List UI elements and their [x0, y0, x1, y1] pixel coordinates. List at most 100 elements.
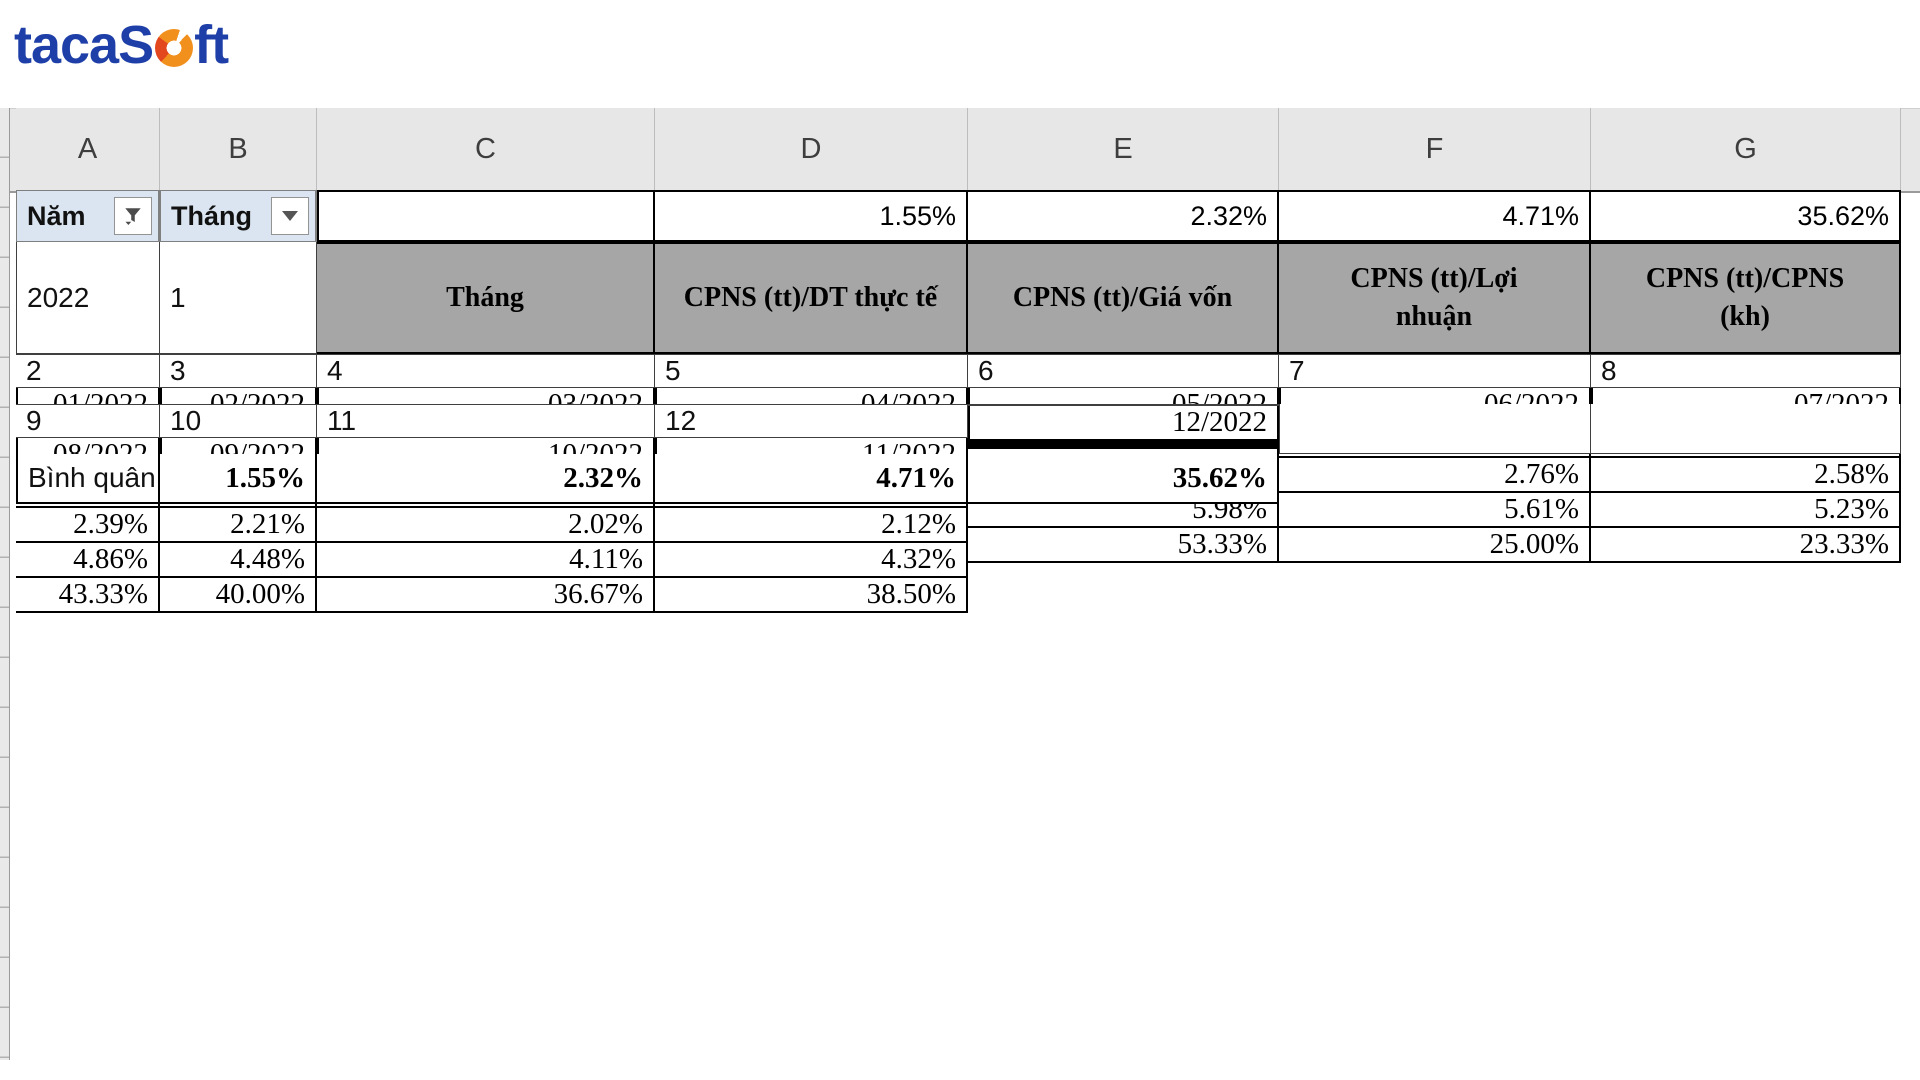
cell-year-empty[interactable] — [317, 404, 655, 405]
table-row: 3 02/2022 1.48% 2.21% 4.48% 40.00% — [160, 354, 317, 563]
cell-cpns-giavon[interactable] — [968, 443, 1279, 445]
cell-year-empty[interactable] — [655, 354, 968, 355]
header-month[interactable]: Tháng — [317, 242, 655, 354]
table-row: 9 08/2022 1.60% 2.39% 4.86% 43.33% — [16, 404, 160, 613]
cell-year-empty[interactable] — [317, 354, 655, 355]
column-header-a[interactable]: A — [16, 108, 160, 190]
funnel-filter-icon — [125, 208, 141, 226]
cell-year-empty[interactable] — [160, 354, 317, 355]
cell-cpns-giavon[interactable]: 2.58% — [1591, 458, 1901, 493]
header-cpns-kh[interactable]: CPNS (tt)/CPNS (kh) — [1591, 242, 1901, 354]
cell-month-number[interactable]: 6 — [968, 355, 1279, 388]
cell-cpns-giavon[interactable]: 2.39% — [16, 508, 160, 543]
year-filter-label: Năm — [27, 200, 86, 231]
cell-month-number[interactable]: 4 — [317, 355, 655, 388]
column-header-e[interactable]: E — [968, 108, 1279, 190]
cell-month-number[interactable]: 11 — [317, 405, 655, 438]
cell-month-number[interactable]: 12 — [655, 405, 968, 438]
cell-month-number[interactable]: 9 — [16, 405, 160, 438]
cell-g1[interactable]: 35.62% — [1591, 190, 1901, 242]
cell-year-empty[interactable] — [655, 404, 968, 405]
cell-month-number[interactable]: 8 — [1591, 355, 1901, 388]
cell-f1[interactable]: 4.71% — [1279, 190, 1591, 242]
cell-cpns-loinhuan[interactable]: 4.86% — [16, 543, 160, 578]
cell-cpns-kh[interactable]: 43.33% — [16, 578, 160, 613]
month-filter-dropdown-button[interactable] — [271, 197, 309, 235]
table-row: 7 06/2022 1.85% 2.76% 5.61% 25.00% — [1279, 354, 1591, 563]
cell-cpns-loinhuan[interactable]: 4.32% — [655, 543, 968, 578]
table-row: 12/2022 — [968, 404, 1279, 454]
cell-cpns-kh[interactable] — [968, 447, 1279, 449]
cell-cpns-loinhuan[interactable]: 4.48% — [160, 543, 317, 578]
cell-cpns-kh[interactable]: 40.00% — [160, 578, 317, 613]
cell-month-number[interactable]: 5 — [655, 355, 968, 388]
cell-year-empty[interactable] — [160, 404, 317, 405]
table-row: 11 10/2022 1.36% 2.02% 4.11% 36.67% — [317, 404, 655, 613]
month-filter-label: Tháng — [171, 200, 252, 231]
table-row: 5 04/2022 1.23% 1.84% 3.74% 33.33% — [655, 354, 968, 563]
table-row: 6 05/2022 1.97% 2.94% 5.98% 53.33% — [968, 354, 1279, 563]
cell-year-empty[interactable] — [1279, 354, 1591, 355]
average-cpns-giavon[interactable]: 2.32% — [317, 454, 655, 504]
cell-year-empty[interactable] — [16, 354, 160, 355]
header-cpns-dt[interactable]: CPNS (tt)/DT thực tế — [655, 242, 968, 354]
cell-cpns-giavon[interactable]: 2.21% — [160, 508, 317, 543]
cell-year-empty[interactable] — [16, 404, 160, 405]
average-label-cell[interactable]: Bình quân — [16, 454, 160, 504]
cell-month[interactable]: 12/2022 — [968, 406, 1279, 441]
tacasoft-logo: tacaS ft — [14, 10, 229, 80]
column-header-f[interactable]: F — [1279, 108, 1591, 190]
cell-month-number[interactable]: 2 — [16, 355, 160, 388]
month-number-cell[interactable]: 1 — [160, 242, 317, 354]
cell-cpns-kh[interactable]: 36.67% — [317, 578, 655, 613]
cell-cpns-kh[interactable]: 23.33% — [1591, 528, 1901, 563]
column-header-b[interactable]: B — [160, 108, 317, 190]
cell-cpns-dt[interactable] — [968, 441, 1279, 443]
logo-text-prefix: tacaS — [14, 15, 154, 75]
cell-year-empty[interactable] — [1591, 354, 1901, 355]
average-cpns-loinhuan[interactable]: 4.71% — [655, 454, 968, 504]
table-row: 2 01/2022 1.60% 2.39% 4.86% 21.67% — [16, 354, 160, 563]
cell-year-empty[interactable] — [1279, 404, 1591, 454]
cell-cpns-giavon[interactable]: 2.02% — [317, 508, 655, 543]
cell-cpns-kh[interactable]: 25.00% — [1279, 528, 1591, 563]
cell-cpns-kh[interactable]: 38.50% — [655, 578, 968, 613]
cell-cpns-giavon[interactable]: 2.76% — [1279, 458, 1591, 493]
year-value-cell[interactable]: 2022 — [16, 242, 160, 354]
table-row: 4 03/2022 1.36% 2.02% 4.11% 36.67% — [317, 354, 655, 563]
table-row: 12 11/2022 1.42% 2.12% 4.32% 38.50% — [655, 404, 968, 613]
table-row: 8 07/2022 1.73% 2.58% 5.23% 23.33% — [1591, 354, 1901, 563]
year-filter-button[interactable] — [114, 197, 152, 235]
cell-year-empty[interactable] — [968, 354, 1279, 355]
cell-month-number[interactable]: 10 — [160, 405, 317, 438]
cell-month-number[interactable]: 3 — [160, 355, 317, 388]
cell-cpns-loinhuan[interactable]: 4.11% — [317, 543, 655, 578]
average-cpns-kh[interactable]: 35.62% — [968, 454, 1279, 504]
row-header-sliver — [0, 108, 10, 1060]
spreadsheet-grid: A B C D E F G Năm Tháng 1.55% 2.32% 4.71 — [16, 108, 1901, 1008]
chevron-down-icon — [282, 211, 298, 221]
year-filter-cell[interactable]: Năm — [16, 190, 160, 242]
pie-chart-o-icon — [155, 29, 194, 67]
header-cpns-giavon[interactable]: CPNS (tt)/Giá vốn — [968, 242, 1279, 354]
cell-cpns-giavon[interactable]: 2.12% — [655, 508, 968, 543]
cell-cpns-kh[interactable]: 53.33% — [968, 528, 1279, 563]
cell-cpns-loinhuan[interactable]: 5.61% — [1279, 493, 1591, 528]
cell-e1[interactable]: 2.32% — [968, 190, 1279, 242]
cell-c1[interactable] — [317, 190, 655, 242]
header-cpns-loinhuan[interactable]: CPNS (tt)/Lợi nhuận — [1279, 242, 1591, 354]
cell-cpns-loinhuan[interactable] — [968, 445, 1279, 447]
month-filter-cell[interactable]: Tháng — [160, 190, 317, 242]
logo-text-suffix: ft — [194, 15, 229, 75]
average-cpns-dt[interactable]: 1.55% — [160, 454, 317, 504]
cell-month-number[interactable]: 7 — [1279, 355, 1591, 388]
column-header-d[interactable]: D — [655, 108, 968, 190]
cell-year-empty[interactable] — [968, 404, 1279, 405]
table-row: 10 09/2022 1.48% 2.21% 4.48% 40.00% — [160, 404, 317, 613]
cell-month-number[interactable] — [968, 405, 1279, 406]
column-header-g[interactable]: G — [1591, 108, 1901, 190]
cell-d1[interactable]: 1.55% — [655, 190, 968, 242]
column-header-c[interactable]: C — [317, 108, 655, 190]
cell-month-empty[interactable] — [1591, 404, 1901, 454]
cell-cpns-loinhuan[interactable]: 5.23% — [1591, 493, 1901, 528]
